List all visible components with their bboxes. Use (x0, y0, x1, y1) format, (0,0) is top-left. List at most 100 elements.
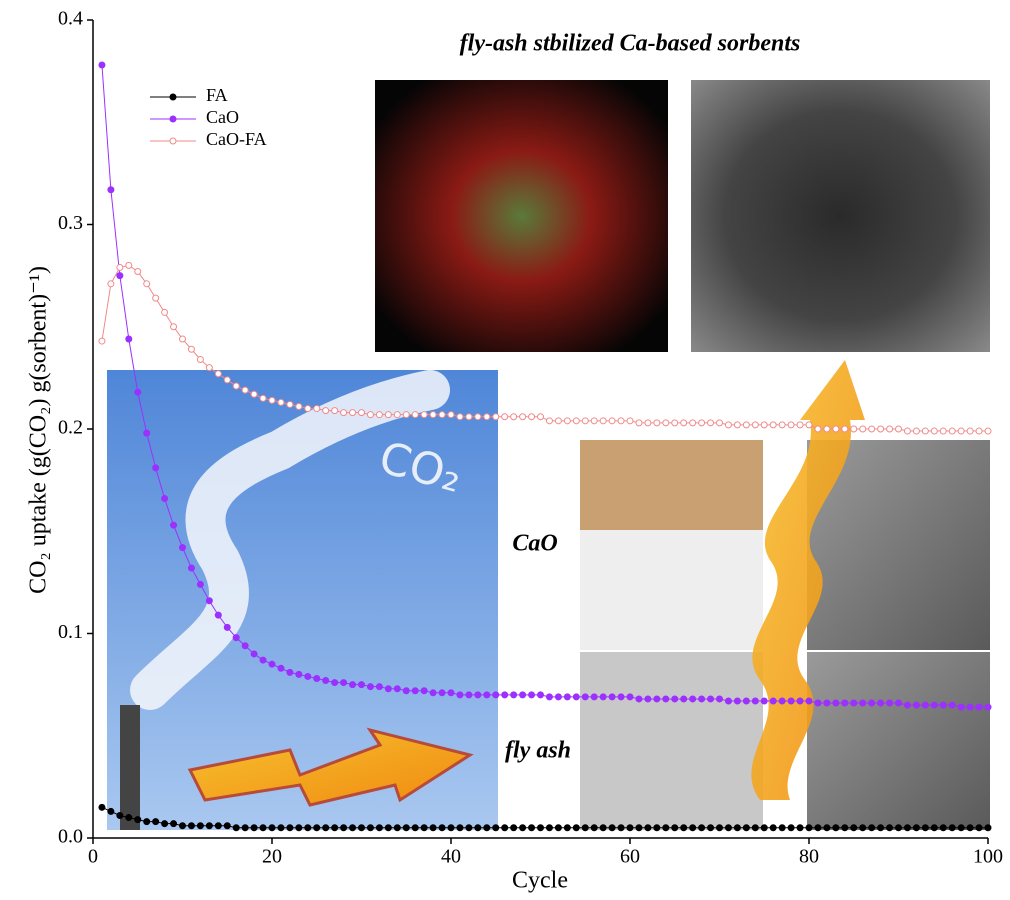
data-point (699, 420, 705, 426)
data-point (430, 825, 436, 831)
tem-image (691, 80, 990, 352)
data-point (717, 420, 723, 426)
data-point (511, 414, 517, 420)
data-point (385, 412, 391, 418)
data-point (922, 428, 928, 434)
data-point (699, 825, 705, 831)
data-point (645, 420, 651, 426)
data-point (296, 404, 302, 410)
data-point (681, 420, 687, 426)
data-point (99, 62, 105, 68)
data-point (162, 821, 168, 827)
data-point (788, 698, 794, 704)
chart: fly-ash stbilized Ca-based sorbents CaO … (0, 0, 1010, 900)
data-point (153, 819, 159, 825)
data-point (412, 825, 418, 831)
data-point (887, 825, 893, 831)
data-point (305, 406, 311, 412)
data-point (457, 692, 463, 698)
data-point (734, 698, 740, 704)
data-point (421, 825, 427, 831)
data-point (967, 825, 973, 831)
data-point (206, 365, 212, 371)
data-point (725, 825, 731, 831)
data-point (976, 428, 982, 434)
cao-powder (580, 530, 763, 650)
data-point (367, 684, 373, 690)
data-point (690, 420, 696, 426)
data-point (851, 700, 857, 706)
data-point (287, 401, 293, 407)
data-point (627, 418, 633, 424)
data-point (564, 694, 570, 700)
data-point (806, 422, 812, 428)
data-point (985, 704, 991, 710)
data-point (162, 309, 168, 315)
data-point (878, 426, 884, 432)
data-point (215, 371, 221, 377)
legend-marker (170, 94, 176, 100)
data-point (117, 813, 123, 819)
data-point (269, 397, 275, 403)
data-point (663, 825, 669, 831)
data-point (922, 825, 928, 831)
data-point (922, 702, 928, 708)
edx-image (375, 80, 668, 352)
legend-marker (170, 116, 176, 122)
data-point (484, 825, 490, 831)
data-point (502, 692, 508, 698)
data-point (708, 420, 714, 426)
data-point (976, 825, 982, 831)
data-point (188, 346, 194, 352)
legend-label: CaO-FA (206, 129, 267, 149)
data-point (833, 700, 839, 706)
data-point (341, 410, 347, 416)
data-point (725, 422, 731, 428)
data-point (359, 825, 365, 831)
data-point (797, 422, 803, 428)
data-point (654, 696, 660, 702)
data-point (913, 702, 919, 708)
data-point (287, 825, 293, 831)
data-point (743, 698, 749, 704)
data-point (681, 825, 687, 831)
annotation: fly ash (505, 738, 571, 764)
data-point (609, 418, 615, 424)
data-point (618, 694, 624, 700)
data-point (779, 698, 785, 704)
data-point (645, 696, 651, 702)
data-point (761, 698, 767, 704)
data-point (600, 694, 606, 700)
data-point (770, 422, 776, 428)
data-point (412, 688, 418, 694)
data-point (788, 422, 794, 428)
data-point (403, 688, 409, 694)
data-point (278, 825, 284, 831)
data-point (511, 825, 517, 831)
data-point (869, 426, 875, 432)
data-point (949, 428, 955, 434)
annotation: fly-ash stbilized Ca-based sorbents (460, 31, 801, 57)
data-point (323, 825, 329, 831)
data-point (135, 389, 141, 395)
data-point (779, 825, 785, 831)
data-point (493, 825, 499, 831)
data-point (672, 825, 678, 831)
data-point (904, 825, 910, 831)
data-point (466, 825, 472, 831)
data-point (403, 825, 409, 831)
data-point (860, 426, 866, 432)
data-point (672, 696, 678, 702)
data-point (636, 696, 642, 702)
data-point (233, 635, 239, 641)
data-point (323, 678, 329, 684)
data-point (752, 698, 758, 704)
data-point (511, 692, 517, 698)
data-point (421, 688, 427, 694)
data-point (636, 420, 642, 426)
data-point (126, 262, 132, 268)
data-point (904, 428, 910, 434)
data-point (278, 665, 284, 671)
data-point (296, 825, 302, 831)
data-point (242, 643, 248, 649)
